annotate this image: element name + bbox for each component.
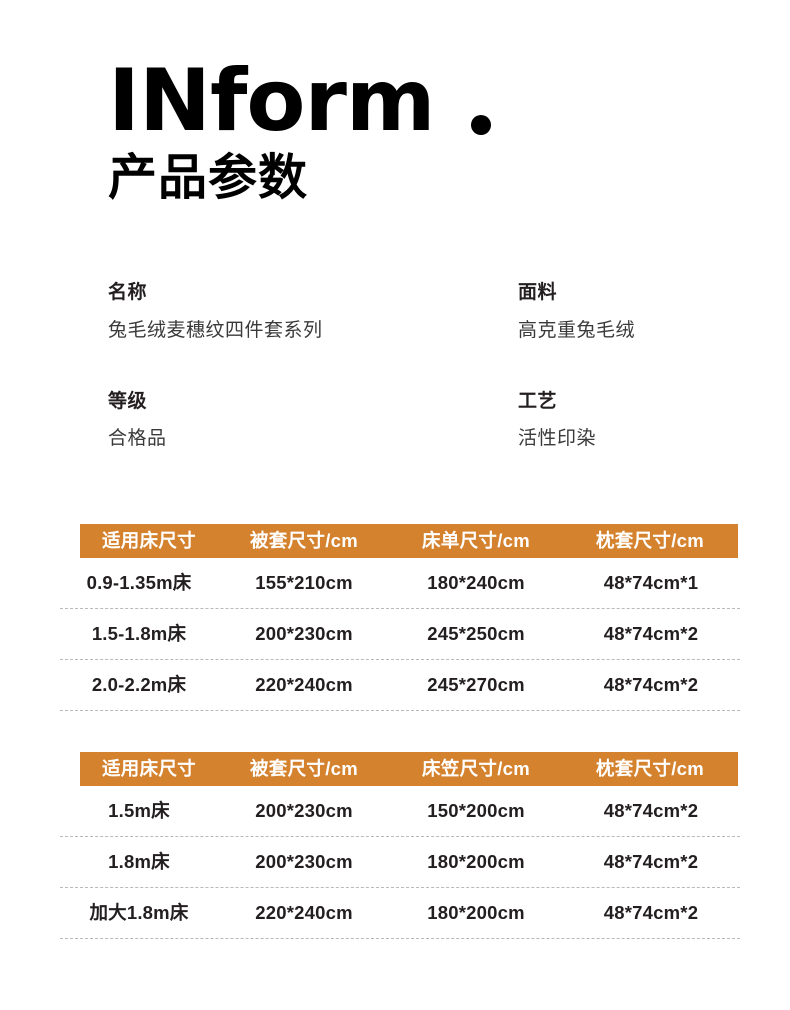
table-header-cell: 枕套尺寸/cm xyxy=(596,757,704,779)
table-cell: 180*200cm xyxy=(427,901,525,923)
spec-value: 活性印染 xyxy=(518,428,597,450)
brand-wordmark-text: INform xyxy=(108,51,435,151)
brand-block: INform 产品参数 xyxy=(108,51,491,206)
spec-value: 高克重兔毛绒 xyxy=(518,319,636,341)
spec-label: 工艺 xyxy=(518,390,558,412)
table-cell: 200*230cm xyxy=(255,799,353,821)
table-cell: 48*74cm*2 xyxy=(603,901,699,923)
table-cell: 1.8m床 xyxy=(108,850,170,872)
spec-value: 兔毛绒麦穗纹四件套系列 xyxy=(108,319,323,341)
spec-item-name: 名称 兔毛绒麦穗纹四件套系列 xyxy=(108,282,518,343)
table-row: 加大1.8m床 220*240cm 180*200cm 48*74cm*2 xyxy=(60,888,740,939)
table-cell: 48*74cm*2 xyxy=(603,850,699,872)
table-header-row: 适用床尺寸 被套尺寸/cm 床单尺寸/cm 枕套尺寸/cm xyxy=(80,524,738,558)
table-cell: 2.0-2.2m床 xyxy=(91,673,187,695)
table-header-cell: 被套尺寸/cm xyxy=(250,529,358,551)
table-header-cell: 适用床尺寸 xyxy=(101,757,196,779)
size-table-duvet-flatsheet: 适用床尺寸 被套尺寸/cm 床单尺寸/cm 枕套尺寸/cm 0.9-1.35m床… xyxy=(60,524,740,711)
table-cell: 1.5m床 xyxy=(108,799,170,821)
table-header-cell: 枕套尺寸/cm xyxy=(596,529,704,551)
table-cell: 48*74cm*1 xyxy=(603,571,699,593)
table-cell: 155*210cm xyxy=(255,571,353,593)
spec-label: 等级 xyxy=(108,390,148,412)
spec-item-grade: 等级 合格品 xyxy=(108,391,518,452)
table-cell: 48*74cm*2 xyxy=(603,673,699,695)
table-cell: 220*240cm xyxy=(255,673,353,695)
table-row: 0.9-1.35m床 155*210cm 180*240cm 48*74cm*1 xyxy=(60,558,740,609)
table-cell: 200*230cm xyxy=(255,850,353,872)
table-header-cell: 适用床尺寸 xyxy=(101,529,196,551)
spec-item-fabric: 面料 高克重兔毛绒 xyxy=(518,282,708,343)
brand-wordmark: INform xyxy=(108,51,491,151)
table-cell: 220*240cm xyxy=(255,901,353,923)
table-cell: 48*74cm*2 xyxy=(603,799,699,821)
spec-label: 面料 xyxy=(518,282,558,303)
brand-dot-icon xyxy=(470,115,491,136)
table-cell: 1.5-1.8m床 xyxy=(91,622,187,644)
table-cell: 150*200cm xyxy=(427,799,525,821)
table-cell: 180*200cm xyxy=(427,850,525,872)
spec-label: 名称 xyxy=(108,282,148,303)
table-cell: 245*250cm xyxy=(427,622,525,644)
table-cell: 180*240cm xyxy=(427,571,525,593)
table-cell: 200*230cm xyxy=(255,622,353,644)
page-title: 产品参数 xyxy=(108,151,309,206)
table-row: 2.0-2.2m床 220*240cm 245*270cm 48*74cm*2 xyxy=(60,660,740,711)
spec-grid: 名称 兔毛绒麦穗纹四件套系列 面料 高克重兔毛绒 等级 合格品 工艺 活性印染 xyxy=(108,282,708,451)
spec-item-process: 工艺 活性印染 xyxy=(518,391,708,452)
table-header-cell: 床单尺寸/cm xyxy=(422,529,530,551)
size-table-duvet-fittedsheet: 适用床尺寸 被套尺寸/cm 床笠尺寸/cm 枕套尺寸/cm 1.5m床 200*… xyxy=(60,752,740,939)
table-header-cell: 床笠尺寸/cm xyxy=(422,757,530,779)
table-cell: 245*270cm xyxy=(427,673,525,695)
table-row: 1.5-1.8m床 200*230cm 245*250cm 48*74cm*2 xyxy=(60,609,740,660)
table-cell: 加大1.8m床 xyxy=(89,901,189,923)
table-cell: 48*74cm*2 xyxy=(603,622,699,644)
spec-value: 合格品 xyxy=(108,428,167,450)
table-header-row: 适用床尺寸 被套尺寸/cm 床笠尺寸/cm 枕套尺寸/cm xyxy=(80,752,738,786)
table-header-cell: 被套尺寸/cm xyxy=(250,757,358,779)
table-row: 1.5m床 200*230cm 150*200cm 48*74cm*2 xyxy=(60,786,740,837)
table-cell: 0.9-1.35m床 xyxy=(86,571,192,593)
table-row: 1.8m床 200*230cm 180*200cm 48*74cm*2 xyxy=(60,837,740,888)
